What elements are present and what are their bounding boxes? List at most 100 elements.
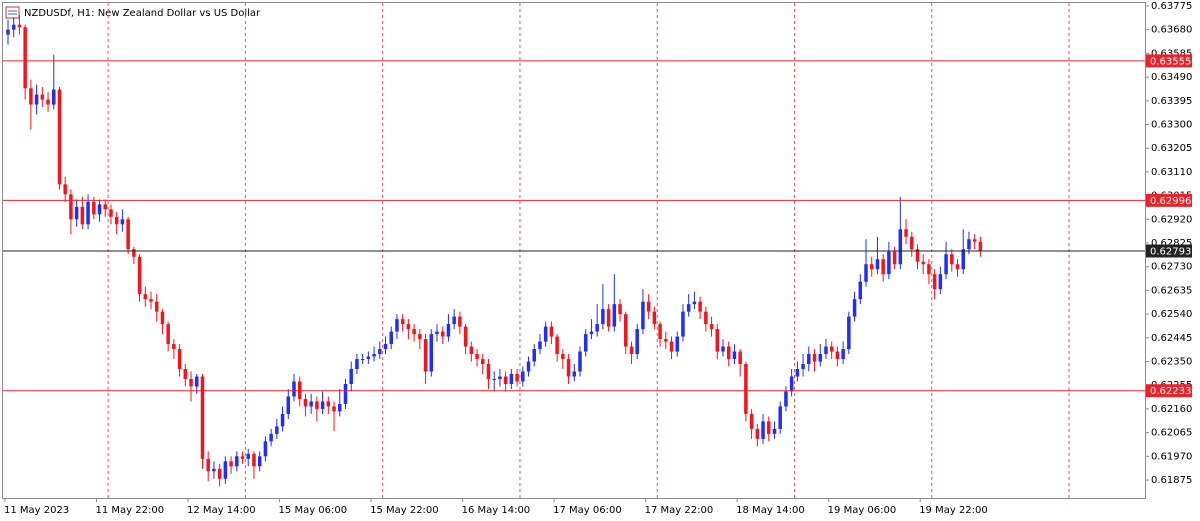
x-tick-label: 11 May 2023 — [4, 505, 69, 516]
candle-body — [589, 331, 594, 335]
candle-body — [406, 324, 411, 330]
candle-body — [561, 354, 565, 360]
x-tick-label: 19 May 22:00 — [919, 505, 988, 516]
candle-body — [229, 461, 233, 467]
candle-body — [972, 239, 977, 242]
candle-body — [372, 354, 376, 357]
candle-body — [795, 369, 800, 377]
candle-body — [481, 359, 485, 365]
candle-body — [732, 351, 737, 360]
candle-body — [126, 219, 130, 250]
price-label: 0.62793 — [1150, 246, 1191, 257]
y-tick-label: 0.62730 — [1151, 262, 1192, 273]
candle-body — [515, 373, 519, 382]
candle-body — [915, 249, 920, 262]
candle-body — [950, 254, 954, 265]
candle-body — [698, 301, 702, 312]
candle-body — [686, 304, 691, 312]
candle-body — [572, 371, 577, 377]
x-tick-label: 18 May 14:00 — [736, 505, 805, 516]
candle-body — [646, 301, 651, 312]
candle-body — [172, 344, 176, 350]
candle-body — [927, 264, 931, 275]
candle-body — [200, 376, 205, 459]
candle-body — [137, 256, 142, 295]
candle-body — [829, 346, 834, 352]
candle-body — [921, 261, 925, 265]
candle-body — [412, 329, 416, 335]
candle-body — [418, 334, 422, 340]
y-tick-label: 0.62445 — [1151, 333, 1192, 344]
candle-body — [269, 433, 273, 442]
y-tick-label: 0.63680 — [1151, 25, 1192, 36]
candle-body — [132, 249, 136, 257]
candle-body — [326, 401, 331, 407]
y-tick-label: 0.61970 — [1151, 451, 1192, 462]
candle-body — [944, 254, 948, 275]
candle-body — [624, 314, 628, 347]
candle-body — [360, 359, 365, 361]
candle-body — [166, 324, 170, 345]
candle-body — [303, 398, 308, 407]
price-label-box — [1146, 54, 1192, 68]
candle-body — [320, 401, 325, 409]
candle-body — [532, 349, 536, 362]
price-label: 0.63555 — [1150, 56, 1191, 67]
price-label-box — [1146, 244, 1192, 258]
candle-body — [778, 406, 782, 429]
y-tick-label: 0.63775 — [1151, 1, 1192, 12]
y-tick-label: 0.62350 — [1151, 357, 1192, 368]
candle-body — [378, 349, 382, 355]
candle-body — [521, 371, 525, 382]
candle-body — [446, 324, 451, 337]
candle-body — [246, 453, 250, 459]
candle-body — [841, 349, 845, 360]
y-tick-label: 0.63585 — [1151, 48, 1192, 59]
candle-body — [738, 351, 742, 365]
candle-body — [812, 354, 817, 362]
price-label: 0.62996 — [1150, 196, 1191, 207]
candle-body — [875, 259, 880, 270]
candle-body — [74, 206, 79, 220]
candle-body — [252, 453, 256, 467]
candle-body — [761, 421, 765, 439]
candle-body — [618, 304, 622, 315]
candle-body — [154, 301, 159, 312]
candle-body — [338, 403, 342, 412]
candle-body — [549, 326, 554, 337]
y-tick-label: 0.63490 — [1151, 72, 1192, 83]
candle-body — [240, 456, 245, 459]
candle-body — [847, 316, 851, 350]
y-tick-label: 0.63110 — [1151, 167, 1192, 178]
candle-body — [114, 216, 119, 225]
candle-body — [92, 201, 96, 215]
candle-body — [149, 299, 153, 302]
candle-body — [257, 456, 262, 467]
candle-body — [726, 346, 731, 360]
y-tick-label: 0.62540 — [1151, 309, 1192, 320]
candle-body — [938, 274, 943, 290]
candle-body — [681, 311, 685, 337]
candle-body — [869, 264, 874, 270]
candle-body — [492, 378, 496, 380]
candle-body — [498, 376, 502, 379]
candle-body — [395, 319, 399, 332]
candle-body — [217, 468, 222, 479]
candle-body — [526, 361, 531, 372]
x-tick-label: 12 May 14:00 — [187, 505, 256, 516]
candle-body — [452, 316, 456, 325]
candle-body — [961, 249, 965, 270]
candle-body — [195, 376, 199, 387]
candle-body — [692, 301, 697, 305]
candle-body — [503, 376, 508, 384]
candle-body — [721, 346, 725, 352]
x-tick-label: 16 May 14:00 — [462, 505, 531, 516]
candle-body — [904, 229, 908, 237]
price-label: 0.62233 — [1150, 386, 1191, 397]
candle-body — [932, 274, 937, 290]
candle-body — [601, 309, 605, 325]
candle-body — [309, 401, 313, 407]
candle-body — [635, 329, 639, 355]
candle-body — [641, 301, 645, 330]
